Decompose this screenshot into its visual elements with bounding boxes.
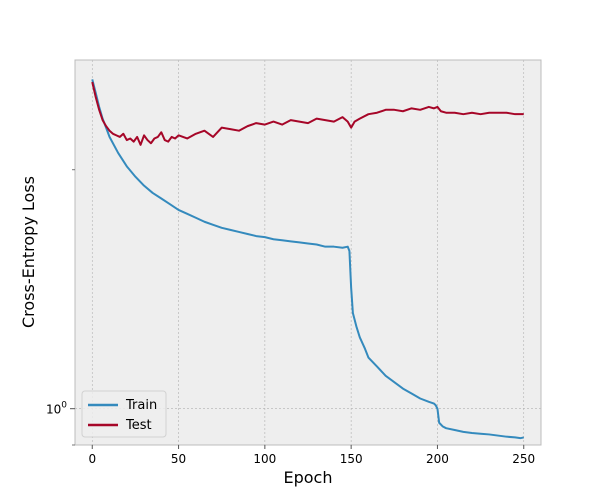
y-tick-label: 100 bbox=[46, 401, 67, 417]
x-tick-label: 0 bbox=[88, 452, 96, 466]
legend-label-test: Test bbox=[125, 418, 152, 433]
series-line-train bbox=[91, 79, 524, 440]
series-lines bbox=[91, 79, 524, 440]
x-tick-label: 150 bbox=[340, 452, 363, 466]
x-axis-label: Epoch bbox=[284, 468, 333, 487]
y-axis-label: Cross-Entropy Loss bbox=[19, 176, 38, 328]
plot-frame bbox=[74, 59, 542, 446]
legend: Train Test bbox=[81, 390, 167, 438]
x-tick-label: 250 bbox=[512, 452, 535, 466]
plot-background bbox=[75, 60, 541, 445]
x-tick-label: 100 bbox=[253, 452, 276, 466]
legend-label-train: Train bbox=[125, 398, 157, 413]
x-tick-label: 200 bbox=[426, 452, 449, 466]
x-tick-label: 50 bbox=[171, 452, 186, 466]
ticks: 0 50 100 150 200 250 100 bbox=[46, 169, 535, 466]
series-line-test bbox=[91, 81, 524, 146]
